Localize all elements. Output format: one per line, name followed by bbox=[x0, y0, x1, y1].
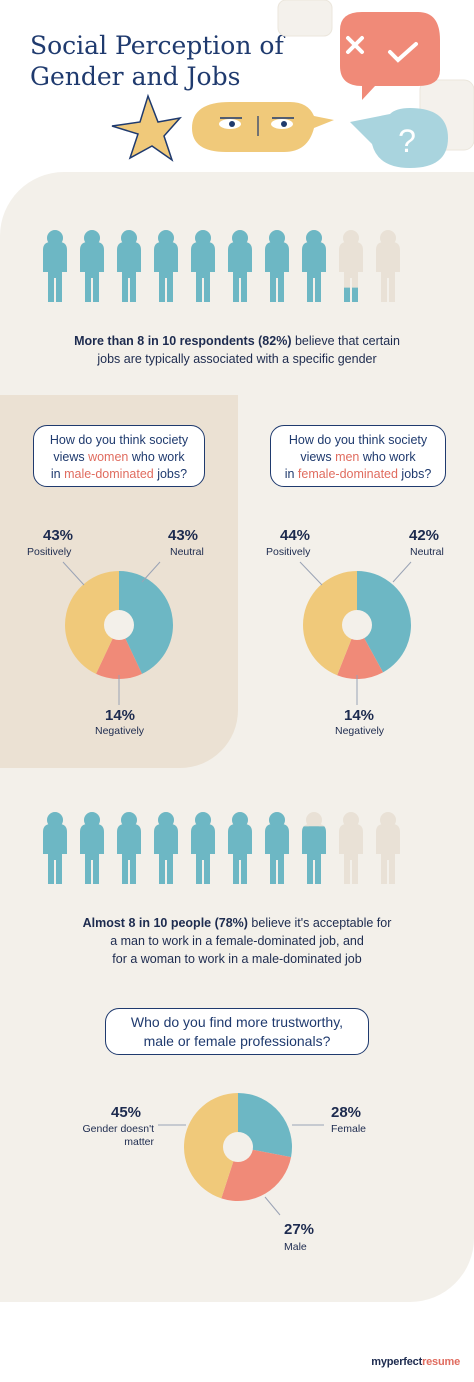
caption-82-bold: More than 8 in 10 respondents (82%) bbox=[74, 334, 292, 348]
w-pos-group: 43% bbox=[40, 527, 76, 544]
person-icon bbox=[117, 812, 141, 884]
w-negatively-label: Negatively bbox=[95, 725, 145, 737]
donut-hole bbox=[342, 610, 372, 640]
leader-line bbox=[264, 1196, 281, 1216]
w-positively-pct: 43% bbox=[42, 527, 74, 544]
q-women-l2a: views bbox=[53, 450, 89, 464]
donut-hole bbox=[104, 610, 134, 640]
page-title: Social Perception of Gender and Jobs bbox=[30, 31, 284, 91]
brand-logo-part2: resume bbox=[422, 1356, 460, 1368]
person-icon bbox=[376, 230, 400, 302]
caption-78-bold: Almost 8 in 10 people (78%) bbox=[82, 916, 248, 930]
m-positively-label: Positively bbox=[266, 546, 311, 558]
q-women-line1: How do you think society bbox=[49, 433, 189, 447]
t-female-pct: 28% bbox=[331, 1104, 362, 1121]
leader-line bbox=[141, 561, 161, 583]
person-icon bbox=[265, 230, 289, 302]
question-trust-box: Who do you find more trustworthy, male o… bbox=[105, 1008, 369, 1055]
donut-slice-positively bbox=[303, 571, 357, 676]
w-negatively-pct: 14% bbox=[105, 707, 136, 724]
donut-slice-negatively bbox=[96, 625, 142, 679]
question-women-box: How do you think society views women who… bbox=[33, 425, 205, 487]
caption-78-line2: a man to work in a female-dominated job,… bbox=[110, 934, 364, 948]
person-icon bbox=[228, 812, 252, 884]
q-men-l2c: who work bbox=[359, 450, 416, 464]
donut-slice-neutral bbox=[119, 571, 173, 674]
w-positively-label: Positively bbox=[27, 546, 72, 558]
q-men-l3c: jobs? bbox=[397, 467, 432, 481]
m-neutral-label: Neutral bbox=[410, 546, 444, 558]
header-illustration: ? bbox=[111, 0, 474, 168]
question-men-box: How do you think society views men who w… bbox=[270, 425, 446, 487]
pictogram-78 bbox=[43, 812, 400, 884]
t-gender-label: Gender doesn't matter bbox=[82, 1123, 154, 1148]
person-icon bbox=[154, 812, 178, 884]
donut-slice-gender-doesn-t-matter bbox=[184, 1093, 238, 1199]
q-men-l3a: in bbox=[284, 467, 298, 481]
pictogram-82 bbox=[43, 230, 400, 302]
q-women-l3a: in bbox=[50, 467, 65, 481]
person-icon bbox=[302, 230, 326, 302]
q-women-highlight-male-dominated: male-dominated bbox=[64, 467, 154, 481]
donut-chart-men bbox=[299, 561, 412, 705]
q-trust-line2: male or female professionals? bbox=[143, 1033, 331, 1049]
donut-hole bbox=[223, 1132, 253, 1162]
t-male-label: Male bbox=[284, 1241, 307, 1253]
person-icon bbox=[265, 812, 289, 884]
donut-slice-negatively bbox=[337, 625, 384, 679]
q-men-line1: How do you think society bbox=[288, 433, 428, 447]
person-icon bbox=[339, 230, 363, 302]
person-icon bbox=[191, 812, 215, 884]
person-icon bbox=[191, 230, 215, 302]
person-icon bbox=[302, 812, 326, 884]
caption-82-rest: believe that certain bbox=[291, 334, 400, 348]
q-men-l2a: views bbox=[300, 450, 336, 464]
donut-slice-neutral bbox=[357, 571, 411, 673]
question-bubble-icon: ? bbox=[350, 108, 448, 168]
q-trust-line1: Who do you find more trustworthy, bbox=[130, 1014, 344, 1030]
q-men-highlight-men: men bbox=[335, 450, 360, 464]
brand-logo: myperfectresume bbox=[371, 1356, 460, 1368]
caption-82: More than 8 in 10 respondents (82%) beli… bbox=[20, 332, 454, 368]
leader-line bbox=[392, 561, 412, 583]
leader-line bbox=[62, 561, 85, 586]
t-female-label: Female bbox=[331, 1123, 367, 1135]
donut-chart-women bbox=[62, 561, 173, 705]
donut-chart-trust bbox=[158, 1093, 324, 1216]
t-gender-pct: 45% bbox=[111, 1104, 142, 1121]
caption-78-rest: believe it's acceptable for bbox=[247, 916, 392, 930]
star-icon bbox=[111, 93, 183, 162]
q-women-l3c: jobs? bbox=[153, 467, 188, 481]
person-icon bbox=[117, 230, 141, 302]
face-bubble-icon bbox=[192, 102, 334, 152]
m-negatively-label: Negatively bbox=[335, 725, 385, 737]
svg-text:?: ? bbox=[398, 123, 416, 159]
caption-78: Almost 8 in 10 people (78%) believe it's… bbox=[20, 914, 454, 968]
person-icon bbox=[154, 230, 178, 302]
person-icon bbox=[228, 230, 252, 302]
m-negatively-pct: 14% bbox=[344, 707, 375, 724]
person-icon bbox=[80, 812, 104, 884]
w-neutral-label: Neutral bbox=[170, 546, 204, 558]
caption-78-line3: for a woman to work in a male-dominated … bbox=[112, 952, 362, 966]
m-positively-pct: 44% bbox=[280, 527, 311, 544]
q-women-l2c: who work bbox=[128, 450, 185, 464]
person-icon bbox=[376, 812, 400, 884]
cross-check-bubble-icon bbox=[340, 12, 440, 100]
q-women-highlight-women: women bbox=[88, 450, 129, 464]
person-icon bbox=[43, 230, 67, 302]
person-icon bbox=[80, 230, 104, 302]
w-neutral-pct: 43% bbox=[168, 527, 199, 544]
q-men-highlight-female-dominated: female-dominated bbox=[297, 467, 398, 481]
caption-82-line2: jobs are typically associated with a spe… bbox=[97, 352, 377, 366]
t-male-pct: 27% bbox=[284, 1221, 315, 1238]
person-icon bbox=[43, 812, 67, 884]
leader-line bbox=[299, 561, 323, 586]
person-icon bbox=[339, 812, 363, 884]
donut-slice-positively bbox=[64, 571, 119, 674]
m-neutral-pct: 42% bbox=[409, 527, 440, 544]
brand-logo-part1: myperfect bbox=[371, 1356, 423, 1368]
